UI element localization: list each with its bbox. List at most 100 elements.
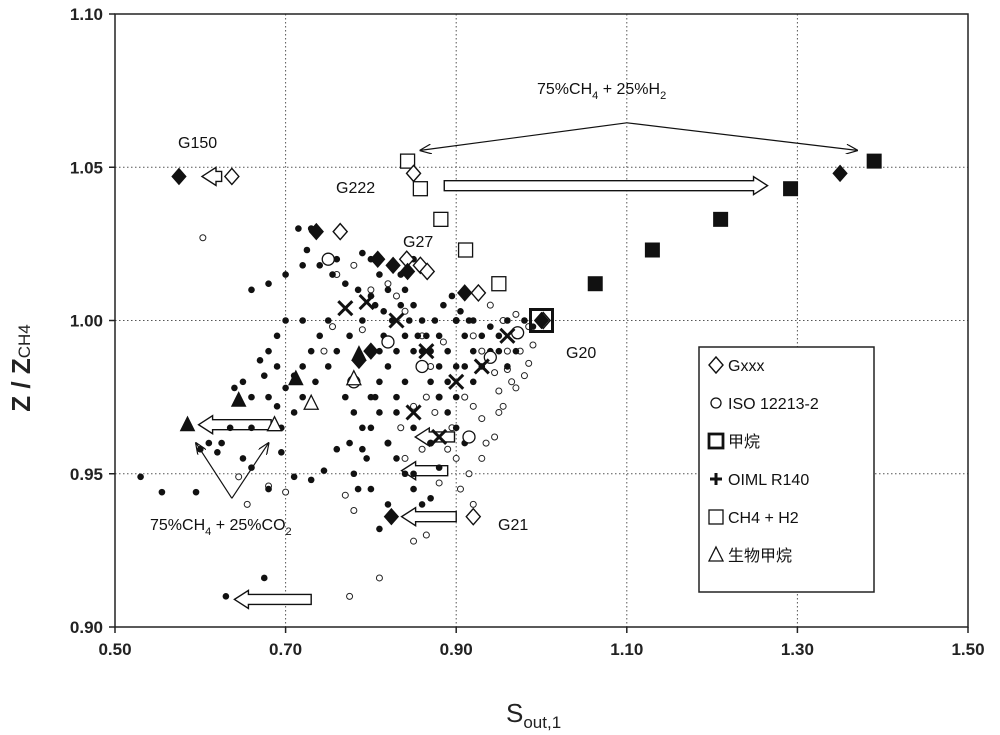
data-point-circle-open-small xyxy=(411,538,417,544)
data-point-dot-filled xyxy=(397,302,404,309)
data-point-dot-filled xyxy=(453,363,460,370)
data-point-dot-filled xyxy=(440,302,447,309)
data-point-dot-filled xyxy=(274,403,281,410)
data-point-circle-open-small xyxy=(526,360,532,366)
data-point-circle-open-small xyxy=(487,302,493,308)
label-g222: G222 xyxy=(336,180,375,197)
data-point-circle-open-small xyxy=(436,480,442,486)
data-point-dot-filled xyxy=(368,424,375,431)
label-g20: G20 xyxy=(566,345,596,362)
y-tick-label: 0.90 xyxy=(70,618,103,637)
data-point-dot-filled xyxy=(316,333,323,340)
data-point-dot-filled xyxy=(453,394,460,401)
data-point-circle-open-large xyxy=(382,336,394,348)
data-point-dot-filled xyxy=(496,333,503,340)
scatter-chart: 0.500.700.901.101.301.500.900.951.001.05… xyxy=(0,0,1000,735)
data-point-diamond-filled xyxy=(172,168,186,184)
data-point-circle-open-small xyxy=(513,311,519,317)
data-point-circle-open-large xyxy=(463,431,475,443)
data-point-circle-open-small xyxy=(402,455,408,461)
data-point-dot-filled xyxy=(402,470,409,477)
data-point-dot-filled xyxy=(513,348,520,355)
data-point-dot-filled xyxy=(329,271,336,278)
label-co2-mixture: 75%CH4 + 25%CO2 xyxy=(150,517,292,538)
data-point-dot-filled xyxy=(478,333,485,340)
data-point-square-filled xyxy=(645,243,659,257)
shift-arrow xyxy=(444,177,767,195)
data-point-circle-open-small xyxy=(423,532,429,538)
data-point-dot-filled xyxy=(427,379,434,386)
data-point-dot-filled xyxy=(385,440,392,447)
data-point-square-open xyxy=(459,243,473,257)
data-point-diamond-filled xyxy=(371,251,385,267)
data-point-circle-open-small xyxy=(200,235,206,241)
data-point-circle-open-small xyxy=(500,403,506,409)
data-point-circle-open-small xyxy=(423,394,429,400)
data-point-dot-filled xyxy=(248,394,255,401)
data-point-dot-filled xyxy=(385,501,392,508)
data-point-circle-open-small xyxy=(351,508,357,514)
data-point-dot-filled xyxy=(444,409,451,416)
data-point-circle-open-small xyxy=(342,492,348,498)
legend-label: CH4 + H2 xyxy=(728,510,799,527)
data-point-dot-filled xyxy=(248,287,255,294)
data-point-dot-filled xyxy=(351,409,358,416)
data-point-triangle-filled xyxy=(232,392,246,406)
data-point-circle-open-small xyxy=(440,339,446,345)
data-point-circle-open-small xyxy=(462,394,468,400)
data-point-circle-open-small xyxy=(321,348,327,354)
data-point-dot-filled xyxy=(487,323,494,330)
data-point-dot-filled xyxy=(359,446,366,453)
data-point-dot-filled xyxy=(308,477,315,484)
data-point-diamond-filled xyxy=(364,343,378,359)
data-point-cross xyxy=(360,295,374,309)
data-point-dot-filled xyxy=(197,446,204,453)
data-point-dot-filled xyxy=(248,424,255,431)
data-point-dot-filled xyxy=(436,464,443,471)
y-tick-label: 1.10 xyxy=(70,5,103,24)
data-point-dot-filled xyxy=(291,409,298,416)
data-point-cross xyxy=(475,359,489,373)
data-point-dot-filled xyxy=(402,287,409,294)
data-point-dot-filled xyxy=(376,409,383,416)
data-point-dot-filled xyxy=(368,486,375,493)
data-point-dot-filled xyxy=(466,317,473,324)
data-point-dot-filled xyxy=(410,424,417,431)
x-tick-label: 1.30 xyxy=(781,640,814,659)
x-tick-label: 1.50 xyxy=(951,640,984,659)
data-point-dot-filled xyxy=(282,271,289,278)
data-point-circle-open-small xyxy=(521,373,527,379)
data-point-dot-filled xyxy=(393,394,400,401)
data-point-square-filled xyxy=(714,212,728,226)
data-point-dot-filled xyxy=(470,348,477,355)
data-point-dot-filled xyxy=(376,526,383,533)
data-point-square-filled xyxy=(784,182,798,196)
data-point-diamond-filled xyxy=(386,257,400,273)
data-point-dot-filled xyxy=(461,333,468,340)
data-point-dot-filled xyxy=(436,394,443,401)
data-point-dot-filled xyxy=(359,424,366,431)
data-point-dot-filled xyxy=(261,372,268,379)
data-point-diamond-open xyxy=(466,509,480,525)
data-point-dot-filled xyxy=(295,225,302,232)
data-point-dot-filled xyxy=(436,363,443,370)
data-point-dot-filled xyxy=(521,317,528,324)
legend-label: 生物甲烷 xyxy=(728,547,792,565)
data-point-dot-filled xyxy=(248,464,255,471)
data-point-dot-filled xyxy=(265,486,272,493)
data-point-circle-open-small xyxy=(445,446,451,452)
data-point-dot-filled xyxy=(333,446,340,453)
data-point-dot-filled xyxy=(351,470,358,477)
data-point-dot-filled xyxy=(504,363,511,370)
data-point-circle-open-small xyxy=(351,262,357,268)
data-point-dot-filled xyxy=(333,348,340,355)
legend-label: OIML R140 xyxy=(728,472,809,489)
data-point-dot-filled xyxy=(282,385,289,392)
data-point-circle-open-small xyxy=(283,489,289,495)
data-point-circle-open-small xyxy=(470,501,476,507)
data-point-diamond-filled xyxy=(458,285,472,301)
data-point-dot-filled xyxy=(282,317,289,324)
data-point-dot-filled xyxy=(402,333,409,340)
data-point-dot-filled xyxy=(461,363,468,370)
data-point-circle-open-small xyxy=(419,446,425,452)
